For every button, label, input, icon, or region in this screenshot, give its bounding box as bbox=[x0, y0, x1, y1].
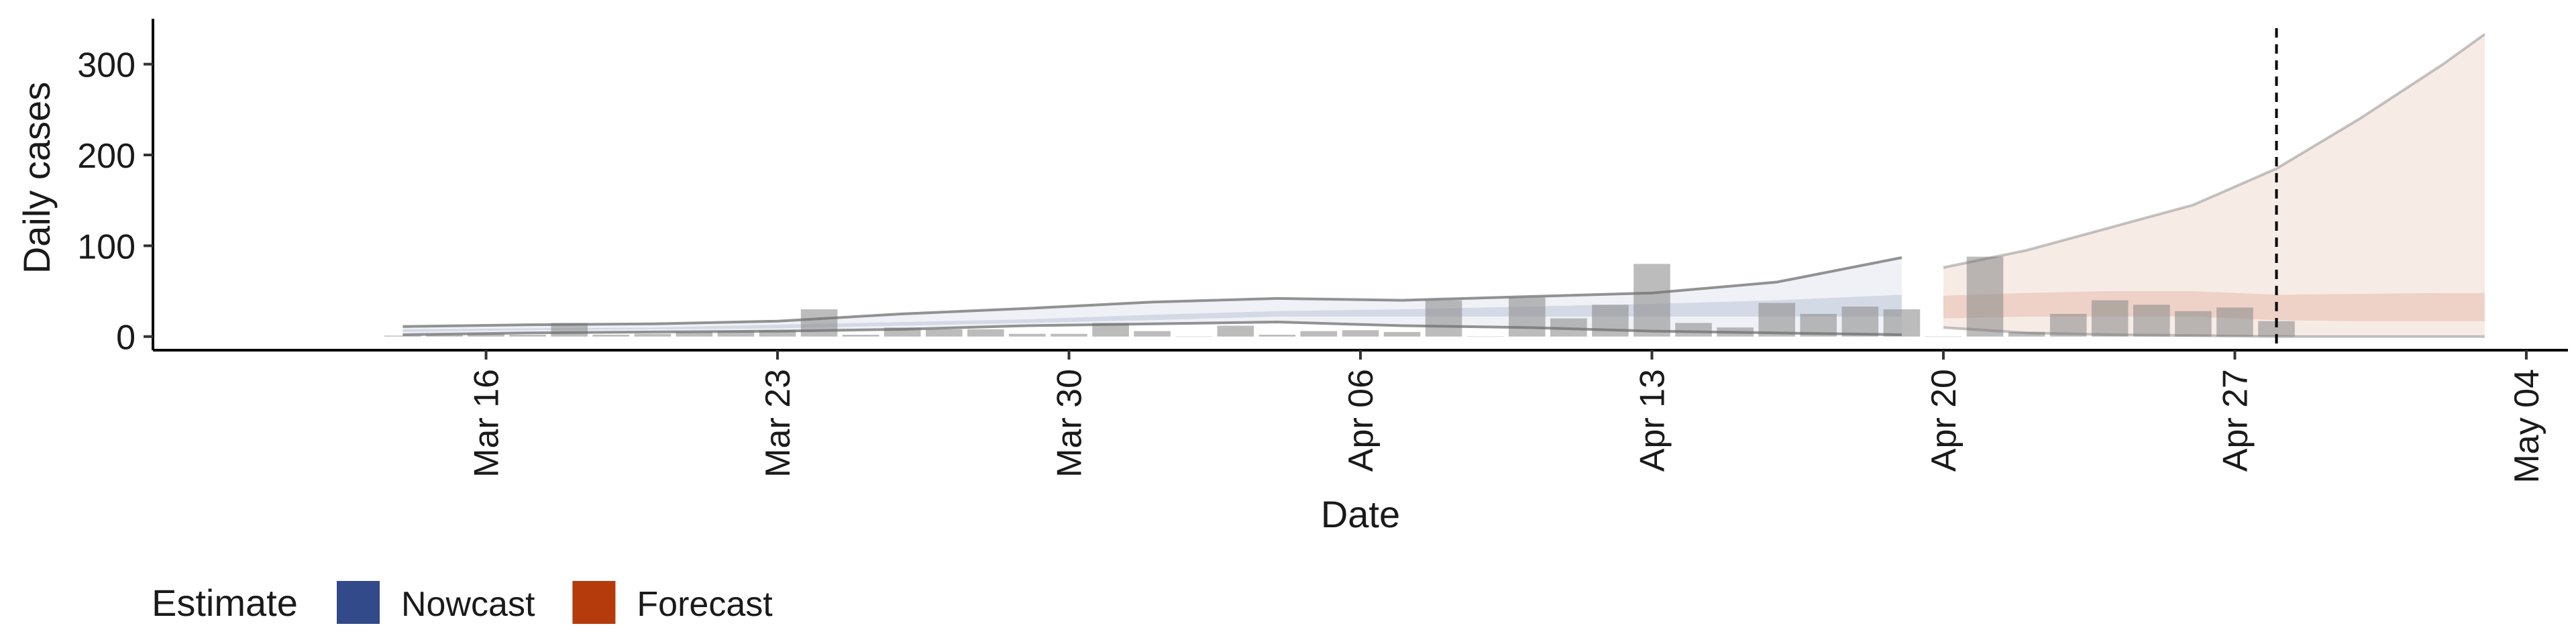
legend: Estimate Nowcast Forecast bbox=[152, 581, 773, 624]
case-bar bbox=[1383, 331, 1421, 337]
case-bar bbox=[1466, 336, 1504, 337]
case-bar bbox=[2049, 313, 2087, 337]
forecast-legend-swatch bbox=[572, 581, 616, 624]
y-axis-ticks: 0 100 200 300 bbox=[77, 46, 153, 358]
y-tick-label: 300 bbox=[77, 46, 136, 85]
case-bar bbox=[592, 335, 629, 337]
case-bar bbox=[1509, 297, 1546, 337]
case-bar bbox=[1134, 331, 1171, 337]
x-axis-ticks: Mar 16 Mar 23 Mar 30 Apr 06 Apr 13 Apr 20 Apr … bbox=[468, 350, 2546, 484]
case-bar bbox=[2258, 321, 2295, 337]
nowcast-legend-label: Nowcast bbox=[401, 585, 535, 624]
case-bar bbox=[1051, 333, 1087, 337]
nowcast-upper-line bbox=[402, 256, 1902, 328]
case-bar bbox=[426, 335, 463, 337]
case-bar bbox=[1592, 305, 1629, 337]
case-bar bbox=[2133, 305, 2170, 337]
case-bar bbox=[2008, 331, 2045, 337]
case-bar bbox=[1925, 336, 1962, 337]
case-bar bbox=[926, 329, 963, 337]
x-tick-label: Apr 20 bbox=[1925, 369, 1964, 472]
case-bar bbox=[2216, 307, 2253, 337]
estimate-lines bbox=[402, 33, 2486, 338]
y-axis-title: Daily cases bbox=[15, 82, 58, 274]
case-bar bbox=[1675, 323, 1712, 337]
case-bar bbox=[1092, 323, 1129, 337]
case-bar bbox=[1258, 335, 1296, 337]
case-bar bbox=[1300, 331, 1338, 337]
x-tick-label: Apr 27 bbox=[2216, 369, 2255, 472]
case-bar bbox=[1966, 256, 2004, 337]
case-bar bbox=[800, 309, 838, 337]
forecast-legend-label: Forecast bbox=[637, 585, 773, 624]
case-bar bbox=[1009, 333, 1046, 337]
case-bar bbox=[717, 331, 755, 337]
forecast-outer-band bbox=[1943, 34, 2485, 337]
x-tick-label: May 04 bbox=[2508, 369, 2546, 484]
legend-title: Estimate bbox=[152, 582, 298, 624]
forecast-lower-line bbox=[1943, 326, 2485, 338]
case-bar bbox=[1175, 336, 1212, 337]
x-axis-title: Date bbox=[1321, 493, 1400, 535]
x-tick-label: Apr 13 bbox=[1633, 369, 1672, 472]
x-tick-label: Mar 30 bbox=[1051, 369, 1089, 478]
case-bar bbox=[468, 333, 504, 337]
case-bar bbox=[1633, 264, 1670, 337]
case-bar bbox=[2091, 300, 2129, 337]
case-bar bbox=[676, 331, 713, 337]
case-bar bbox=[634, 333, 672, 337]
case-bar bbox=[1758, 303, 1795, 337]
forecast-upper-line bbox=[1943, 33, 2486, 269]
x-tick-label: Apr 06 bbox=[1342, 369, 1381, 472]
estimate-bands bbox=[402, 34, 2485, 337]
y-tick-label: 100 bbox=[77, 227, 136, 266]
case-bar bbox=[967, 329, 1004, 337]
case-bar bbox=[1841, 307, 1879, 337]
case-bar bbox=[1425, 300, 1462, 337]
case-bar bbox=[384, 335, 421, 337]
case-bar bbox=[509, 335, 546, 337]
y-tick-label: 0 bbox=[116, 319, 136, 358]
case-bar bbox=[1217, 325, 1254, 337]
nowcast-legend-swatch bbox=[337, 581, 380, 624]
nowcast-lower-line bbox=[402, 320, 1902, 336]
y-tick-label: 200 bbox=[77, 137, 136, 176]
forecast-inner-band bbox=[1943, 291, 2485, 321]
case-bar bbox=[759, 330, 796, 337]
case-bar bbox=[2175, 311, 2212, 337]
case-bar bbox=[1342, 330, 1379, 337]
x-tick-label: Mar 23 bbox=[759, 369, 798, 478]
case-bar bbox=[1883, 309, 1921, 337]
x-tick-label: Mar 16 bbox=[468, 369, 506, 478]
case-bar bbox=[842, 335, 879, 337]
